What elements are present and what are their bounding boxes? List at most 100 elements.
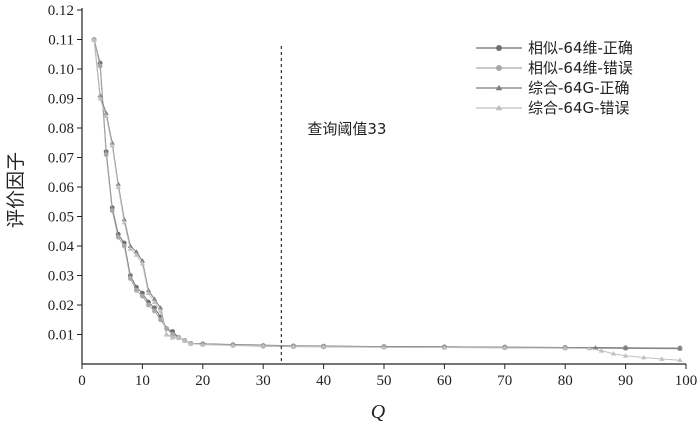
- y-tick-label: 0.06: [48, 180, 75, 196]
- data-point: [151, 299, 158, 304]
- data-point: [598, 348, 605, 353]
- data-point: [659, 356, 665, 361]
- legend-item: 综合-64G-正确: [476, 79, 630, 97]
- data-point: [320, 343, 327, 349]
- data-point: [441, 344, 448, 350]
- data-point: [169, 334, 176, 340]
- legend-marker: [495, 104, 503, 111]
- data-point: [121, 243, 127, 249]
- y-tick-label: 0.08: [48, 121, 74, 137]
- data-point: [562, 345, 568, 350]
- x-tick-label: 10: [135, 373, 150, 389]
- data-point: [622, 353, 629, 358]
- legend-item: 相似-64维-错误: [476, 59, 633, 77]
- threshold-label: 查询阈值33: [307, 120, 386, 138]
- data-point: [133, 287, 139, 293]
- x-axis-label: Q: [371, 401, 386, 423]
- legend-label: 综合-64G-错误: [528, 99, 630, 117]
- data-point: [677, 345, 683, 351]
- data-point: [115, 184, 121, 189]
- data-point: [260, 343, 266, 348]
- data-point: [103, 110, 109, 116]
- x-tick-label: 70: [497, 373, 512, 389]
- x-tick-label: 20: [195, 373, 210, 389]
- data-point: [145, 290, 152, 296]
- x-tick-label: 30: [256, 373, 271, 389]
- data-point: [109, 143, 115, 148]
- data-point: [592, 345, 599, 350]
- data-point: [170, 332, 176, 337]
- series-layer: [91, 36, 683, 363]
- data-point: [103, 113, 109, 119]
- legend-label: 相似-64维-正确: [528, 39, 633, 57]
- y-tick-label: 0.01: [48, 328, 74, 344]
- data-point: [121, 216, 127, 222]
- data-point: [97, 95, 103, 101]
- data-point: [290, 343, 297, 349]
- data-point: [109, 140, 115, 145]
- y-tick-label: 0.09: [48, 92, 74, 108]
- x-tick-label: 90: [618, 373, 633, 389]
- x-tick-label: 100: [675, 373, 698, 389]
- legend-label: 相似-64维-错误: [528, 59, 633, 77]
- data-point: [133, 249, 139, 254]
- x-tick-label: 0: [78, 373, 86, 389]
- data-point: [381, 344, 387, 350]
- data-point: [641, 354, 647, 360]
- y-axis-label: 评价因子: [5, 152, 27, 228]
- data-point: [677, 357, 683, 363]
- data-point: [146, 302, 151, 308]
- y-tick-label: 0.07: [48, 151, 75, 167]
- data-point: [133, 252, 139, 257]
- legend-marker: [495, 84, 503, 91]
- data-point: [176, 334, 182, 340]
- data-point: [139, 261, 146, 266]
- data-point: [200, 341, 206, 347]
- data-point: [182, 337, 188, 343]
- data-point: [103, 152, 109, 157]
- x-tick-label: 40: [316, 373, 331, 389]
- y-tick-label: 0.10: [48, 62, 74, 78]
- data-point: [115, 234, 121, 240]
- data-point: [121, 219, 127, 225]
- y-tick-label: 0.05: [48, 210, 74, 226]
- data-point: [163, 331, 170, 337]
- legend-marker: [496, 45, 502, 51]
- y-tick-label: 0.12: [48, 3, 74, 19]
- x-tick-label: 60: [437, 373, 452, 389]
- data-point: [127, 246, 133, 251]
- data-point: [127, 243, 133, 248]
- data-point: [145, 287, 152, 293]
- data-point: [109, 208, 115, 214]
- data-point: [188, 340, 194, 346]
- data-point: [91, 36, 97, 42]
- data-point: [586, 345, 592, 351]
- data-point: [127, 276, 133, 281]
- axes: 0.01 0.02 0.03 0.04 0.05 0.06 0.07 0.08 0.09 0.10…: [48, 3, 698, 389]
- y-tick-label: 0.04: [48, 239, 75, 255]
- legend-marker: [496, 65, 502, 71]
- data-point: [152, 308, 157, 314]
- data-point: [157, 308, 164, 313]
- y-tick-label: 0.03: [48, 269, 74, 285]
- legend-item: 相似-64维-正确: [476, 39, 633, 57]
- legend-label: 综合-64G-正确: [528, 79, 630, 97]
- y-tick-label: 0.11: [48, 33, 74, 49]
- x-tick-label: 80: [558, 373, 573, 389]
- data-point: [622, 345, 629, 350]
- data-point: [140, 293, 145, 299]
- data-point: [230, 342, 236, 347]
- series-4: [91, 36, 683, 363]
- data-point: [115, 181, 121, 186]
- data-point: [610, 351, 617, 356]
- annotation-layer: 查询阈值33: [280, 46, 386, 364]
- x-tick-label: 50: [377, 373, 392, 389]
- data-point: [502, 345, 508, 350]
- data-point: [158, 317, 163, 323]
- data-point: [97, 63, 103, 69]
- legend-item: 综合-64G-错误: [476, 99, 630, 117]
- y-tick-label: 0.02: [48, 298, 74, 314]
